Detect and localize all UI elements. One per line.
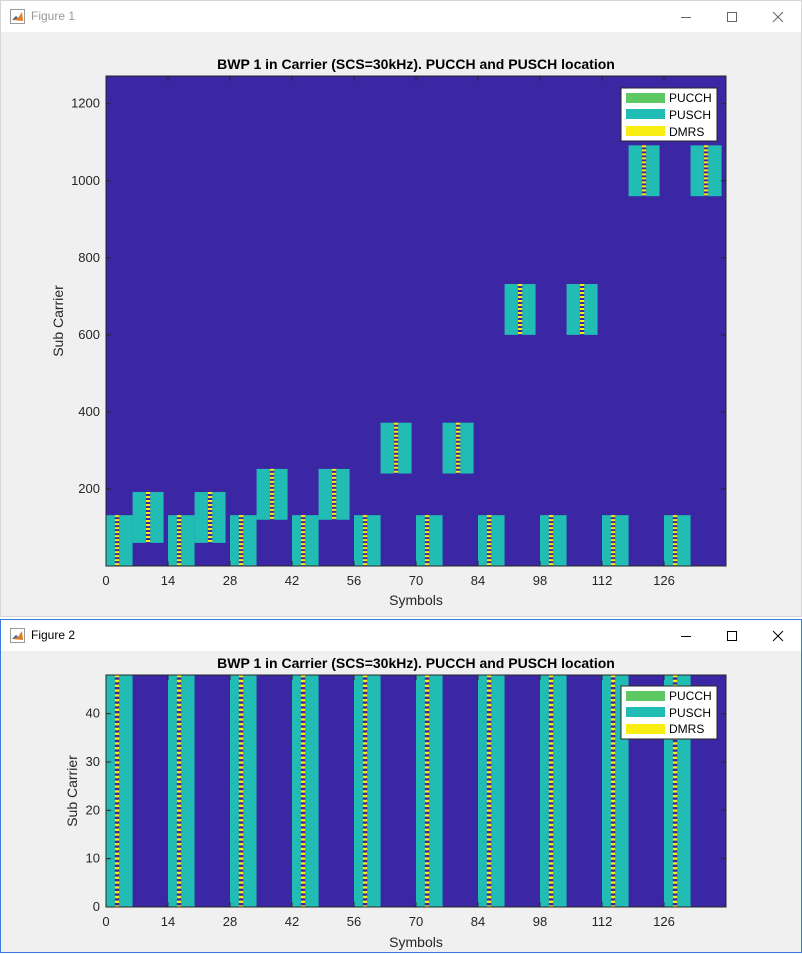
legend-label-pucch: PUCCH xyxy=(669,689,712,703)
y-tick-label: 200 xyxy=(78,481,100,496)
legend-label-dmrs: DMRS xyxy=(669,722,704,736)
legend-swatch-pusch xyxy=(626,109,665,119)
y-tick-label: 400 xyxy=(78,404,100,419)
y-tick-label: 10 xyxy=(86,851,100,866)
chart-title: BWP 1 in Carrier (SCS=30kHz). PUCCH and … xyxy=(217,56,615,72)
x-tick-label: 84 xyxy=(471,573,485,588)
window-title: Figure 2 xyxy=(31,628,76,642)
x-tick-label: 98 xyxy=(533,573,547,588)
legend-swatch-dmrs xyxy=(626,126,665,136)
x-tick-label: 14 xyxy=(161,573,175,588)
y-tick-label: 800 xyxy=(78,250,100,265)
minimize-button[interactable] xyxy=(663,620,709,651)
maximize-button[interactable] xyxy=(709,1,755,32)
close-button[interactable] xyxy=(755,620,801,651)
x-tick-label: 126 xyxy=(653,573,675,588)
x-axis-ticks: 0 14 28 42 56 70 84 98 112 126 xyxy=(102,76,675,588)
legend-label-pusch: PUSCH xyxy=(669,108,711,122)
x-tick-label: 70 xyxy=(409,573,423,588)
x-tick-label: 28 xyxy=(223,914,237,929)
legend-swatch-pucch xyxy=(626,93,665,103)
x-tick-label: 126 xyxy=(653,914,675,929)
matlab-icon xyxy=(10,628,25,643)
maximize-icon xyxy=(727,630,737,641)
x-tick-label: 28 xyxy=(223,573,237,588)
minimize-icon xyxy=(681,635,691,637)
x-tick-label: 70 xyxy=(409,914,423,929)
figure-2-plot: BWP 1 in Carrier (SCS=30kHz). PUCCH and … xyxy=(64,655,727,950)
y-tick-label: 0 xyxy=(93,899,100,914)
y-axis-ticks: 200 400 600 800 1000 1200 xyxy=(71,96,726,496)
y-tick-label: 600 xyxy=(78,327,100,342)
x-tick-label: 0 xyxy=(102,573,109,588)
window-titlebar[interactable]: Figure 1 xyxy=(1,1,801,32)
pusch-allocations xyxy=(106,145,722,566)
y-axis-ticks: 0 10 20 30 40 xyxy=(86,706,726,914)
close-button[interactable] xyxy=(755,1,801,32)
close-icon xyxy=(772,11,784,22)
legend[interactable]: PUCCH PUSCH DMRS xyxy=(620,87,718,142)
matlab-icon xyxy=(10,9,25,24)
legend-swatch-dmrs xyxy=(626,724,665,734)
window-titlebar[interactable]: Figure 2 xyxy=(1,620,801,651)
y-axis-label: Sub Carrier xyxy=(64,755,80,827)
x-axis-label: Symbols xyxy=(389,592,443,608)
y-tick-label: 1200 xyxy=(71,96,100,111)
figure-1-plot: BWP 1 in Carrier (SCS=30kHz). PUCCH and … xyxy=(50,56,727,608)
y-tick-label: 1000 xyxy=(71,173,100,188)
legend[interactable]: PUCCH PUSCH DMRS xyxy=(620,685,718,740)
x-tick-label: 56 xyxy=(347,914,361,929)
legend-swatch-pusch xyxy=(626,707,665,717)
axes-background[interactable] xyxy=(106,76,726,566)
y-tick-label: 20 xyxy=(86,802,100,817)
x-tick-label: 42 xyxy=(285,573,299,588)
x-tick-label: 84 xyxy=(471,914,485,929)
minimize-icon xyxy=(681,16,691,18)
x-tick-label: 42 xyxy=(285,914,299,929)
close-icon xyxy=(772,630,784,641)
chart-title: BWP 1 in Carrier (SCS=30kHz). PUCCH and … xyxy=(217,655,615,671)
window-title: Figure 1 xyxy=(31,9,76,23)
x-tick-label: 112 xyxy=(592,573,613,588)
x-tick-label: 56 xyxy=(347,573,361,588)
x-tick-label: 0 xyxy=(102,914,109,929)
maximize-icon xyxy=(727,11,737,22)
x-axis-label: Symbols xyxy=(389,934,443,950)
figure-1-window: Figure 1 BWP 1 in Carrier (SCS=30kHz). P… xyxy=(0,0,802,617)
y-axis-label: Sub Carrier xyxy=(50,285,66,357)
legend-label-pucch: PUCCH xyxy=(669,91,712,105)
legend-label-pusch: PUSCH xyxy=(669,706,711,720)
legend-label-dmrs: DMRS xyxy=(669,125,704,139)
legend-swatch-pucch xyxy=(626,691,665,701)
x-tick-label: 98 xyxy=(533,914,547,929)
x-tick-label: 112 xyxy=(592,914,613,929)
minimize-button[interactable] xyxy=(663,1,709,32)
x-axis-ticks: 0 14 28 42 56 70 84 98 112 126 xyxy=(102,675,675,929)
y-tick-label: 30 xyxy=(86,754,100,769)
y-tick-label: 40 xyxy=(86,706,100,721)
figure-2-window: Figure 2 BWP 1 in Carrier (SCS=30kHz). P… xyxy=(0,619,802,953)
maximize-button[interactable] xyxy=(709,620,755,651)
x-tick-label: 14 xyxy=(161,914,175,929)
